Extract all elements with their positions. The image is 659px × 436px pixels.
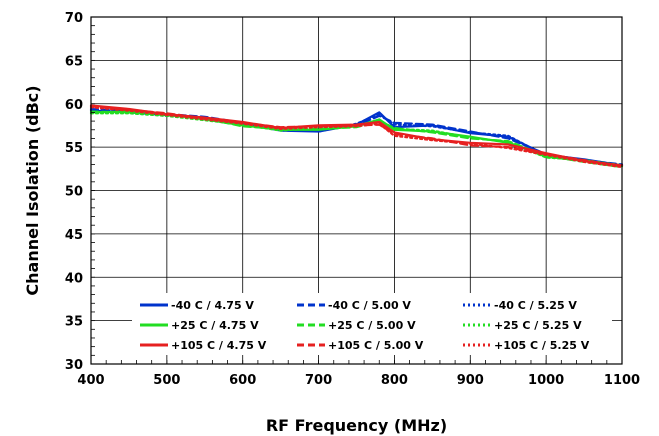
y-tick-label: 70 xyxy=(65,11,83,26)
x-axis-title: RF Frequency (MHz) xyxy=(266,416,447,435)
x-tick-label: 400 xyxy=(77,373,104,388)
y-tick-label: 45 xyxy=(65,228,83,243)
x-tick-label: 1000 xyxy=(528,373,564,388)
legend-label-7: +105 C / 4.75 V xyxy=(171,339,267,352)
x-tick-label: 500 xyxy=(153,373,180,388)
series-line-9 xyxy=(89,106,624,169)
x-tick-label: 700 xyxy=(305,373,332,388)
series-line-6 xyxy=(89,112,624,167)
legend: -40 C / 4.75 V -40 C / 5.00 V -40 C / 5.25… xyxy=(140,299,590,352)
x-tick-label: 900 xyxy=(457,373,484,388)
y-tick-label: 40 xyxy=(65,271,83,286)
x-tick-label: 1100 xyxy=(604,373,640,388)
x-axis-ticks: 400 500 600 700 800 900 1000 1100 xyxy=(77,360,640,388)
y-tick-label: 35 xyxy=(65,315,83,330)
y-axis-ticks: 30 35 40 45 50 55 60 65 70 xyxy=(65,11,95,373)
legend-box xyxy=(132,293,612,355)
legend-label-1: -40 C / 4.75 V xyxy=(171,299,254,312)
legend-label-6: +25 C / 5.25 V xyxy=(494,319,582,332)
x-tick-label: 600 xyxy=(229,373,256,388)
series-line-5 xyxy=(89,110,624,169)
legend-label-5: +25 C / 5.00 V xyxy=(328,319,416,332)
series-line-3 xyxy=(89,108,624,168)
y-tick-label: 30 xyxy=(65,358,83,373)
y-tick-label: 65 xyxy=(65,54,83,69)
legend-label-4: +25 C / 4.75 V xyxy=(171,319,259,332)
series-line-4 xyxy=(89,110,624,168)
legend-label-9: +105 C / 5.25 V xyxy=(494,339,590,352)
legend-label-2: -40 C / 5.00 V xyxy=(328,299,411,312)
y-tick-label: 50 xyxy=(65,185,83,200)
series-layer xyxy=(89,104,624,169)
y-axis-title: Channel Isolation (dBc) xyxy=(23,85,42,295)
legend-label-8: +105 C / 5.00 V xyxy=(328,339,424,352)
y-tick-label: 60 xyxy=(65,98,83,113)
y-tick-label: 55 xyxy=(65,141,83,156)
x-tick-label: 800 xyxy=(381,373,408,388)
series-line-1 xyxy=(89,109,624,167)
legend-label-3: -40 C / 5.25 V xyxy=(494,299,577,312)
